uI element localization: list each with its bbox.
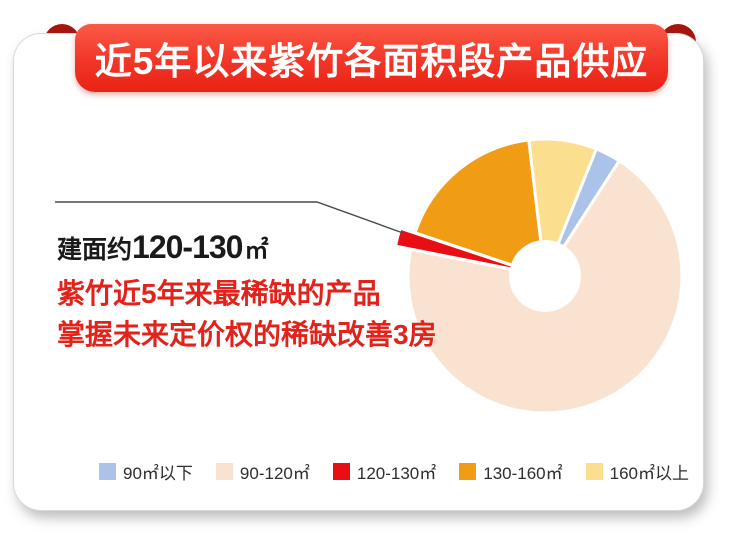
legend-label: 120-130㎡ <box>356 464 437 483</box>
legend-swatch <box>459 463 477 480</box>
legend-swatch <box>215 463 233 480</box>
chart-legend: 90㎡以下 90-120㎡ 120-130㎡ 130-160㎡ 160㎡以上 <box>99 459 689 484</box>
page-title: 近5年以来紫竹各面积段产品供应 <box>94 41 649 82</box>
legend-item: 160㎡以上 <box>585 459 690 484</box>
legend-label: 160㎡以上 <box>609 464 690 483</box>
legend-swatch <box>332 463 350 480</box>
highlight-line-2: 掌握未来定价权的稀缺改善3房 <box>57 319 437 350</box>
legend-label: 130-160㎡ <box>483 464 563 483</box>
legend-label: 90㎡以下 <box>123 464 193 483</box>
legend-swatch <box>585 463 603 480</box>
legend-swatch <box>99 463 116 480</box>
legend-item: 90㎡以下 <box>99 459 193 484</box>
area-label-unit: ㎡ <box>244 237 269 264</box>
legend-label: 90-120㎡ <box>239 464 310 483</box>
legend-item: 120-130㎡ <box>332 459 437 484</box>
area-label: 建面约 120-130 ㎡ <box>57 229 268 266</box>
legend-item: 90-120㎡ <box>215 459 310 484</box>
area-label-prefix: 建面约 <box>57 236 133 264</box>
highlight-line-1: 紫竹近5年来最稀缺的产品 <box>57 278 381 309</box>
title-banner: 近5年以来紫竹各面积段产品供应 <box>75 24 668 92</box>
area-label-range: 120-130 <box>132 229 243 265</box>
legend-item: 130-160㎡ <box>459 459 563 484</box>
